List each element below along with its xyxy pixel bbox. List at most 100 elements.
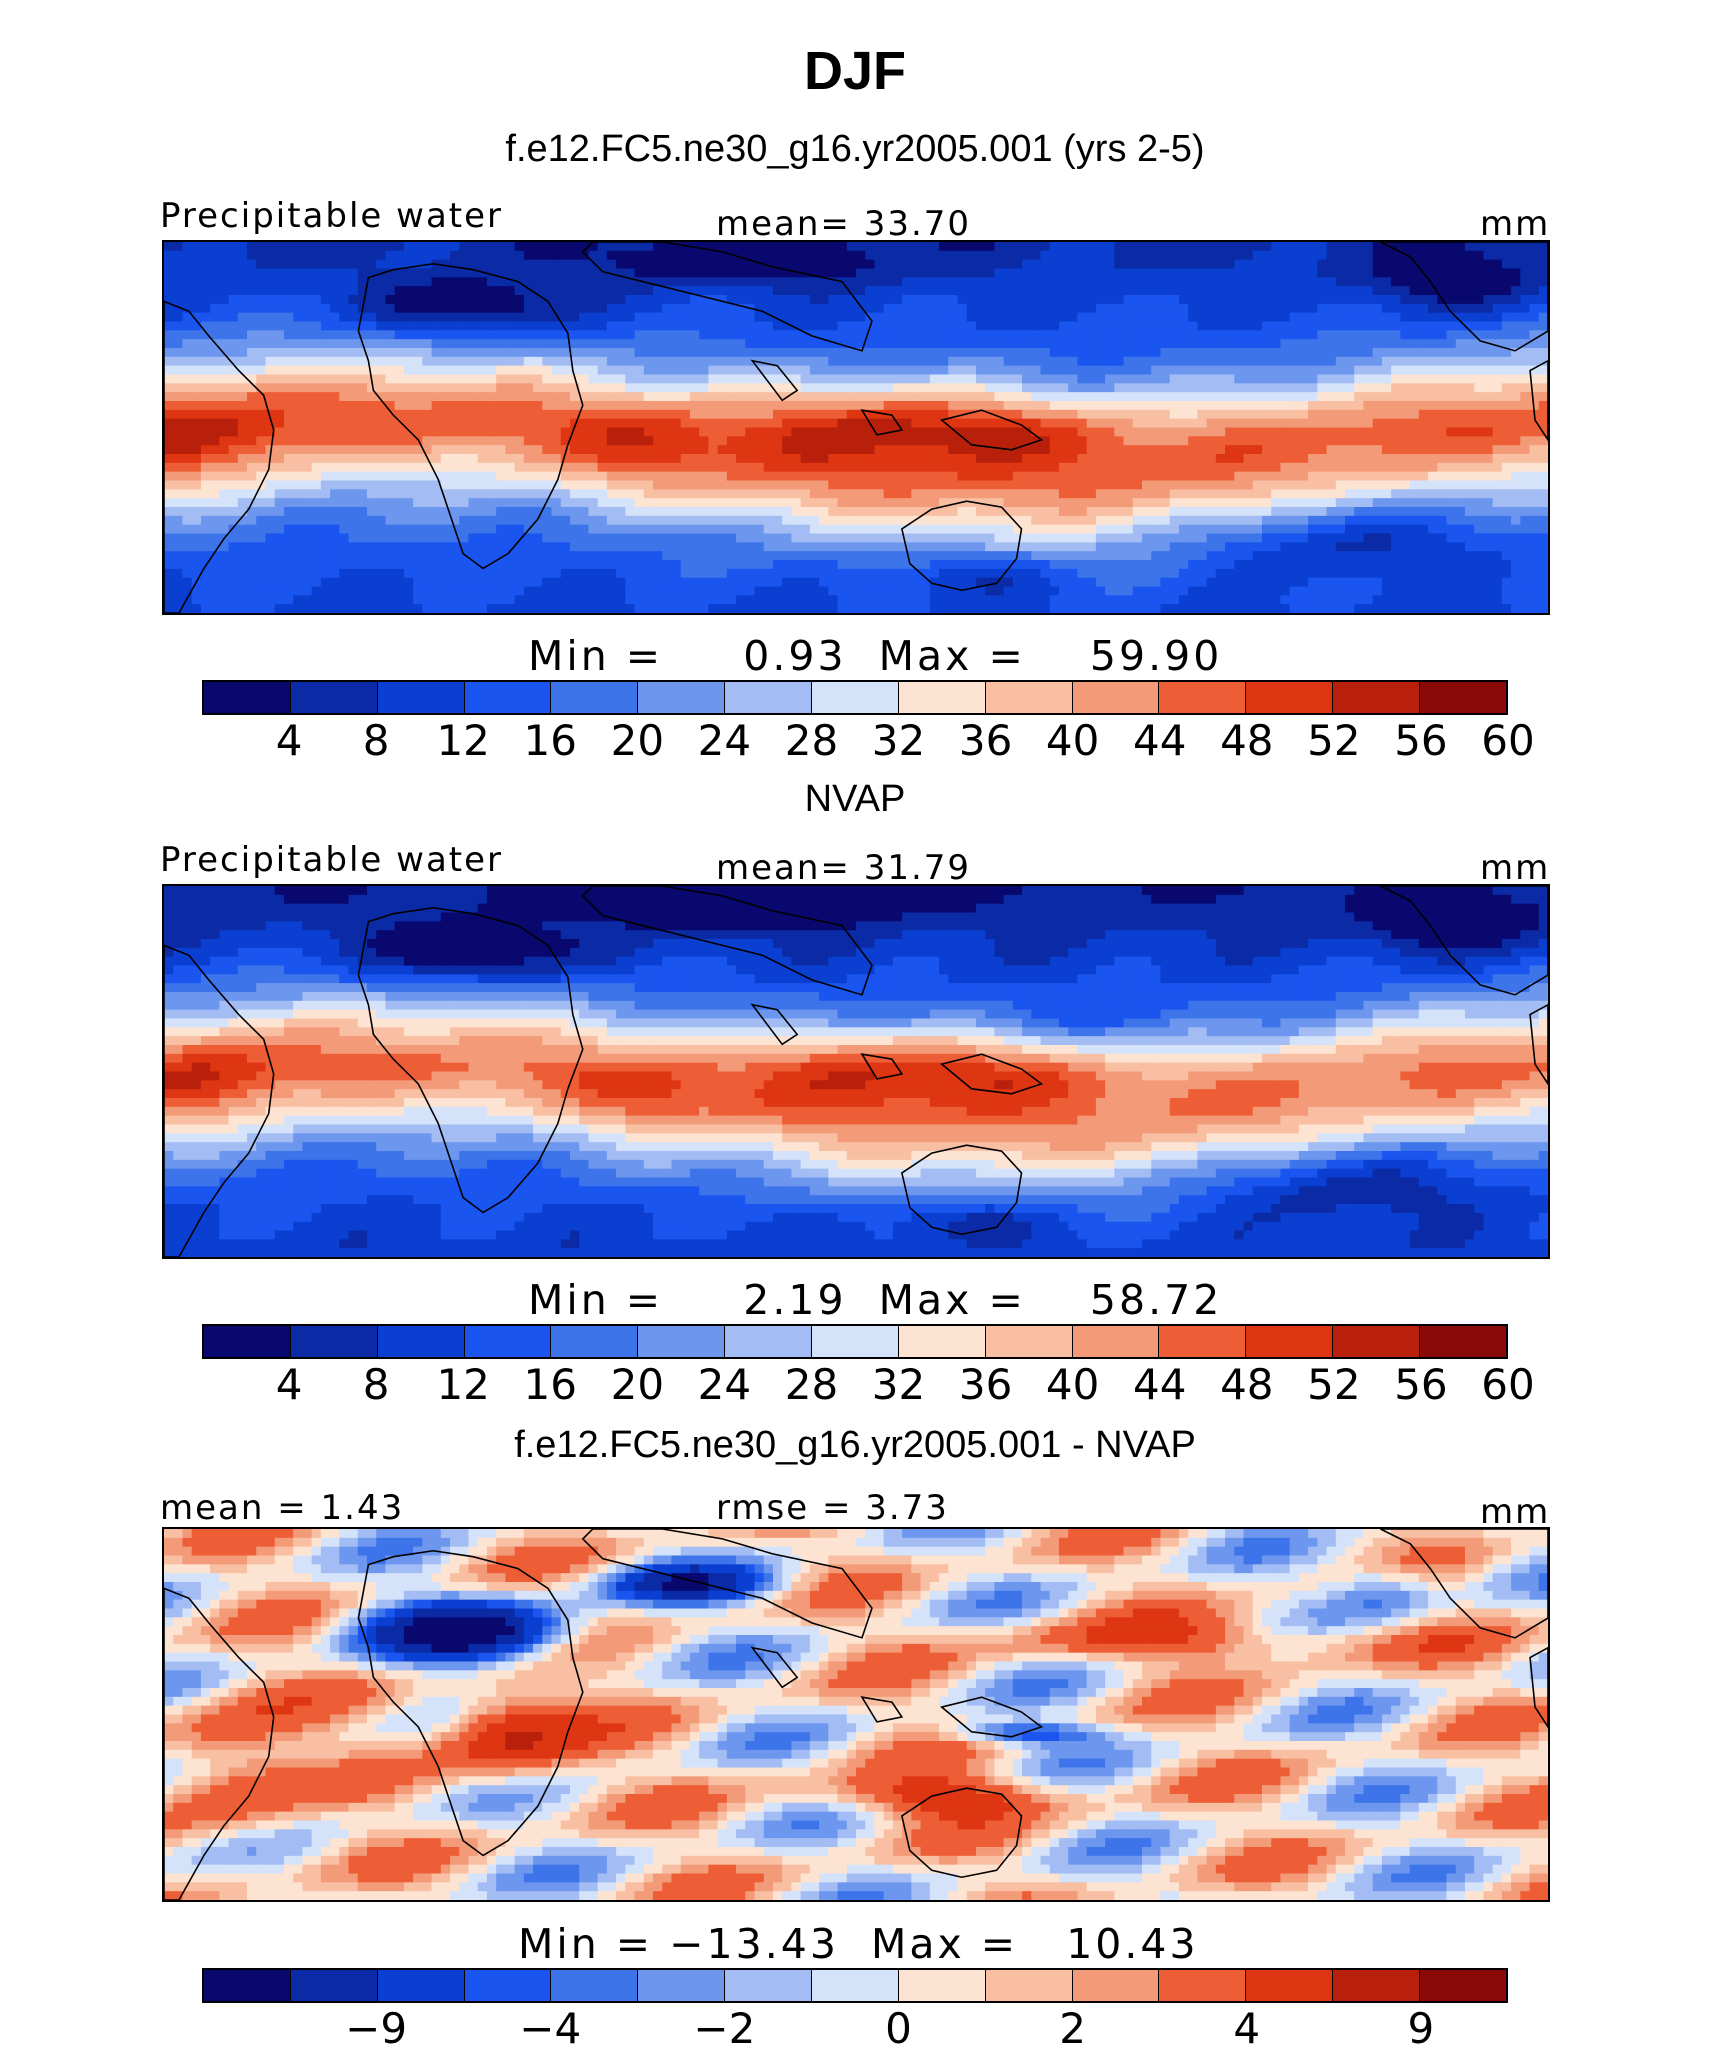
panel2-units-label: mm (1480, 848, 1551, 888)
panel1-mean-label: mean= 33.70 (716, 204, 972, 244)
colorbar-swatch (898, 1970, 986, 2001)
colorbar-swatch (812, 1326, 899, 1357)
colorbar-swatch (290, 1970, 378, 2001)
panel3-units-label: mm (1480, 1492, 1551, 1532)
colorbar-tick-label: 24 (697, 1360, 752, 1409)
case-title: f.e12.FC5.ne30_g16.yr2005.001 (yrs 2-5) (505, 128, 1205, 170)
colorbar-swatch (204, 1326, 291, 1357)
colorbar-tick-label: −4 (519, 2004, 582, 2053)
colorbar-swatch (725, 682, 813, 713)
colorbar-swatch (1420, 1970, 1506, 2001)
colorbar-swatch (725, 1970, 813, 2001)
colorbar-swatch (638, 1326, 726, 1357)
panel3-mean-label: mean = 1.43 (160, 1488, 405, 1528)
colorbar-tick-label: 16 (523, 1360, 577, 1409)
colorbar-swatch (1246, 1326, 1334, 1357)
colorbar-swatch (377, 682, 465, 713)
colorbar-tick-label: 44 (1132, 716, 1187, 765)
colorbar-tick-label: 8 (362, 716, 390, 765)
colorbar-swatch (985, 1326, 1073, 1357)
colorbar-tick-label: 56 (1394, 716, 1448, 765)
colorbar-tick-label: 28 (784, 1360, 839, 1409)
colorbar-swatch (1159, 1970, 1247, 2001)
colorbar-swatch (638, 1970, 726, 2001)
coastlines (164, 1529, 1548, 1900)
panel1-variable-label: Precipitable water (160, 196, 504, 236)
panel3-colorbar-ticks: −9 −4 −2 0 2 4 9 (202, 2004, 1508, 2053)
colorbar-tick-label: −9 (345, 2004, 408, 2053)
colorbar-tick-label: 32 (871, 1360, 926, 1409)
colorbar-tick-label: 60 (1481, 1360, 1535, 1409)
panel1-map (162, 240, 1550, 615)
colorbar-tick-label: 40 (1045, 1360, 1100, 1409)
colorbar-tick-label: 32 (871, 716, 926, 765)
panel1-minmax: Min = 0.93 Max = 59.90 (528, 632, 1223, 680)
panel2-variable-label: Precipitable water (160, 840, 504, 880)
colorbar-swatch (1072, 682, 1160, 713)
panel2-colorbar (202, 1324, 1508, 1359)
panel2-colorbar-ticks: 4 8 12 16 20 24 28 32 36 40 44 48 52 56 60 (202, 1360, 1535, 1409)
panel3-minmax: Min = −13.43 Max = 10.43 (518, 1920, 1199, 1968)
panel3-map (162, 1527, 1550, 1902)
figure-title: DJF (803, 41, 906, 101)
panel1-colorbar (202, 680, 1508, 715)
colorbar-swatch (551, 1326, 639, 1357)
panel2-title: NVAP (804, 778, 906, 820)
colorbar-tick-label: 4 (275, 1360, 303, 1409)
colorbar-tick-label: 48 (1220, 716, 1274, 765)
colorbar-swatch (377, 1970, 465, 2001)
colorbar-tick-label: 12 (436, 1360, 490, 1409)
colorbar-swatch (725, 1326, 813, 1357)
colorbar-tick-label: −2 (693, 2004, 756, 2053)
colorbar-swatch (464, 1970, 552, 2001)
colorbar-tick-label: 9 (1407, 2004, 1435, 2053)
colorbar-tick-label: 40 (1045, 716, 1100, 765)
colorbar-tick-label: 52 (1307, 716, 1361, 765)
colorbar-tick-label: 8 (362, 1360, 390, 1409)
panel1-units-label: mm (1480, 204, 1551, 244)
colorbar-tick-label: 4 (275, 716, 303, 765)
colorbar-swatch (290, 682, 378, 713)
colorbar-swatch (812, 682, 899, 713)
colorbar-swatch (1333, 682, 1421, 713)
coastlines (164, 242, 1548, 613)
colorbar-tick-label: 20 (610, 716, 665, 765)
panel1-colorbar-ticks: 4 8 12 16 20 24 28 32 36 40 44 48 52 56 60 (202, 716, 1535, 765)
colorbar-swatch (638, 682, 726, 713)
colorbar-tick-label: 36 (958, 716, 1013, 765)
colorbar-tick-label: 44 (1132, 1360, 1187, 1409)
panel3-title: f.e12.FC5.ne30_g16.yr2005.001 - NVAP (514, 1424, 1196, 1466)
colorbar-swatch (1420, 682, 1506, 713)
diff-field (164, 1529, 1548, 1900)
colorbar-swatch (1159, 682, 1247, 713)
colorbar-tick-label: 0 (885, 2004, 912, 2053)
panel2-minmax: Min = 2.19 Max = 58.72 (528, 1276, 1223, 1324)
colorbar-swatch (204, 682, 291, 713)
colorbar-swatch (1246, 1970, 1334, 2001)
colorbar-tick-label: 16 (523, 716, 577, 765)
obs-field (164, 886, 1548, 1257)
colorbar-tick-label: 24 (697, 716, 752, 765)
colorbar-tick-label: 56 (1394, 1360, 1448, 1409)
colorbar-swatch (1333, 1970, 1421, 2001)
colorbar-tick-label: 12 (436, 716, 490, 765)
colorbar-swatch (551, 1970, 639, 2001)
colorbar-swatch (985, 682, 1073, 713)
colorbar-swatch (1159, 1326, 1247, 1357)
colorbar-swatch (1072, 1326, 1160, 1357)
colorbar-swatch (985, 1970, 1073, 2001)
colorbar-tick-label: 52 (1307, 1360, 1361, 1409)
colorbar-tick-label: 36 (958, 1360, 1013, 1409)
colorbar-swatch (898, 682, 986, 713)
colorbar-tick-label: 20 (610, 1360, 665, 1409)
colorbar-swatch (898, 1326, 986, 1357)
panel3-colorbar (202, 1968, 1508, 2003)
colorbar-swatch (1072, 1970, 1160, 2001)
colorbar-tick-label: 4 (1233, 2004, 1261, 2053)
panel2-map (162, 884, 1550, 1259)
panel2-mean-label: mean= 31.79 (716, 848, 972, 888)
colorbar-tick-label: 28 (784, 716, 839, 765)
colorbar-swatch (204, 1970, 291, 2001)
coastlines (164, 886, 1548, 1257)
model-field (164, 242, 1548, 613)
